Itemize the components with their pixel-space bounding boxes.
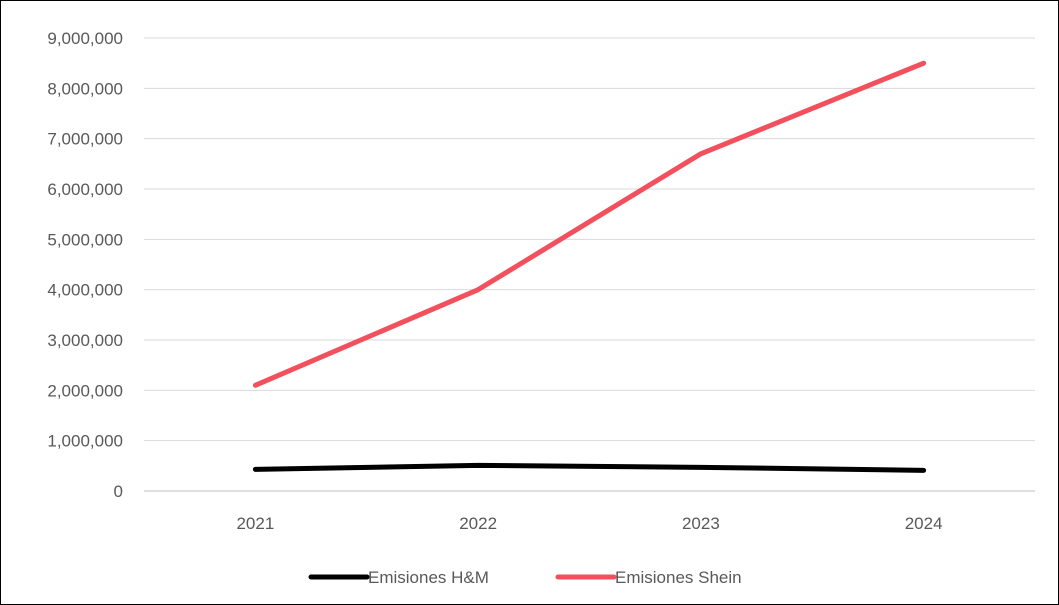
y-tick-label: 6,000,000 xyxy=(47,180,123,199)
y-tick-label: 5,000,000 xyxy=(47,230,123,249)
x-axis-tick-labels: 2021 2022 2023 2024 xyxy=(236,514,942,533)
legend-item: Emisiones Shein xyxy=(555,568,742,587)
y-tick-label: 8,000,000 xyxy=(47,79,123,98)
legend-label: Emisiones H&M xyxy=(368,568,489,587)
x-tick-label: 2021 xyxy=(236,514,274,533)
y-tick-label: 0 xyxy=(114,482,123,501)
legend-label: Emisiones Shein xyxy=(615,568,742,587)
series-line-0 xyxy=(252,462,927,473)
series-lines xyxy=(252,60,927,473)
y-tick-label: 3,000,000 xyxy=(47,331,123,350)
y-tick-label: 9,000,000 xyxy=(47,29,123,48)
gridlines xyxy=(144,37,1035,492)
x-tick-label: 2022 xyxy=(459,514,497,533)
x-tick-label: 2024 xyxy=(905,514,943,533)
x-tick-label: 2023 xyxy=(682,514,720,533)
legend-item: Emisiones H&M xyxy=(308,568,489,587)
legend: Emisiones H&M Emisiones Shein xyxy=(308,568,742,587)
y-tick-label: 4,000,000 xyxy=(47,281,123,300)
y-tick-label: 7,000,000 xyxy=(47,130,123,149)
y-axis-tick-labels: 0 1,000,000 2,000,000 3,000,000 4,000,000 5,0… xyxy=(47,29,123,501)
series-line-1 xyxy=(252,60,927,388)
y-tick-label: 1,000,000 xyxy=(47,432,123,451)
y-tick-label: 2,000,000 xyxy=(47,381,123,400)
